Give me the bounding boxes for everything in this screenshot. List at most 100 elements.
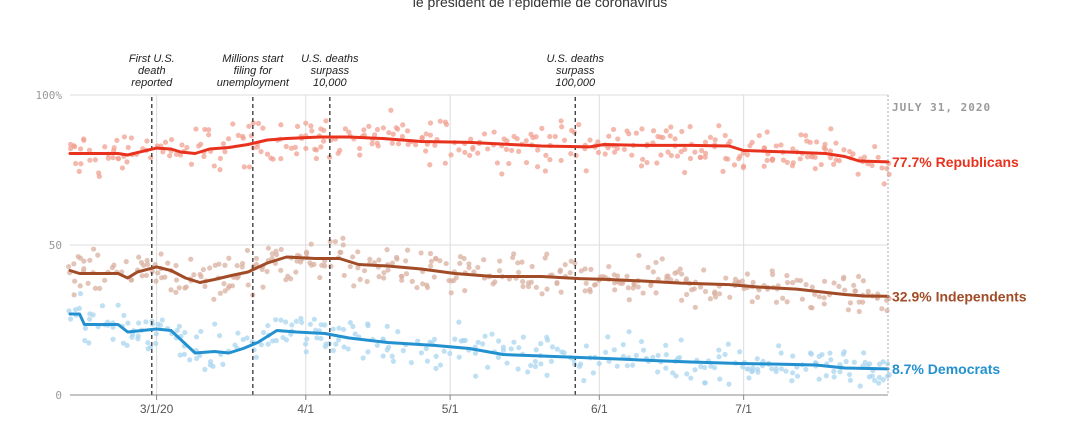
poll-dot — [837, 369, 843, 375]
poll-dot — [270, 156, 276, 162]
poll-dot — [869, 373, 875, 379]
poll-dot — [740, 165, 746, 171]
poll-dot — [162, 274, 168, 280]
poll-dot — [602, 349, 609, 355]
end-labels: 77.7% Republicans 32.9% Independents 8.7% … — [892, 154, 1027, 377]
poll-dot — [639, 126, 645, 132]
y-tick-label: 0 — [55, 389, 62, 402]
poll-dot — [674, 153, 681, 159]
poll-dot — [821, 295, 827, 301]
poll-dot — [158, 251, 164, 257]
poll-dot — [571, 129, 577, 135]
poll-dot — [318, 335, 324, 342]
poll-dot — [437, 362, 444, 368]
poll-dot — [790, 280, 796, 286]
poll-dot — [746, 375, 752, 381]
poll-dot — [620, 341, 626, 348]
poll-dot — [500, 347, 507, 353]
poll-dot — [683, 277, 689, 283]
poll-dot — [71, 292, 77, 298]
poll-dot — [220, 361, 226, 367]
poll-dot — [797, 277, 804, 284]
poll-dot — [386, 130, 392, 136]
poll-dot — [884, 307, 890, 314]
poll-dot — [818, 161, 824, 168]
poll-dot — [419, 135, 425, 141]
poll-dot — [433, 353, 439, 359]
poll-dot — [216, 261, 222, 267]
poll-dot — [355, 265, 361, 271]
poll-dot — [596, 360, 602, 367]
poll-dot — [399, 273, 405, 280]
poll-dot — [264, 151, 271, 157]
poll-dot — [650, 128, 657, 134]
poll-dot — [265, 322, 271, 329]
x-tick-label: 4/1 — [297, 402, 314, 416]
poll-dot — [876, 380, 882, 386]
poll-dot — [441, 348, 447, 354]
poll-dot — [283, 143, 289, 150]
poll-dot — [200, 266, 206, 273]
poll-dot — [682, 169, 688, 176]
poll-dot — [784, 159, 790, 165]
poll-dot — [351, 283, 357, 289]
poll-dot — [125, 320, 131, 326]
poll-dot — [72, 144, 78, 150]
poll-dot — [321, 138, 327, 144]
poll-dot — [136, 320, 142, 326]
poll-dot — [148, 344, 154, 350]
poll-dot — [403, 258, 409, 264]
poll-dot — [633, 352, 639, 359]
poll-dot — [374, 126, 381, 133]
poll-dot — [677, 266, 683, 272]
poll-dot — [764, 129, 770, 135]
event-annotation: 100,000 — [555, 77, 596, 89]
poll-dot — [737, 153, 743, 159]
poll-dot — [520, 283, 526, 290]
poll-dot — [452, 336, 458, 342]
poll-dot — [202, 283, 208, 289]
end-label-independents: 32.9% Independents — [892, 288, 1027, 304]
poll-dot — [549, 344, 556, 350]
poll-dot — [519, 259, 525, 265]
poll-dot — [309, 128, 315, 134]
poll-dot — [684, 371, 690, 377]
poll-dot — [390, 131, 396, 137]
poll-dot — [495, 354, 501, 360]
poll-dot — [702, 364, 708, 371]
poll-dot — [865, 288, 871, 294]
poll-dot — [423, 131, 429, 137]
poll-dot — [846, 371, 853, 378]
poll-dot — [808, 351, 815, 357]
x-tick-label: 3/1/20 — [140, 402, 174, 416]
poll-dot — [364, 278, 370, 285]
poll-dot — [395, 329, 401, 335]
poll-dot — [583, 168, 589, 174]
poll-dot — [561, 137, 568, 143]
poll-dot — [340, 242, 346, 248]
poll-dot — [583, 280, 589, 286]
poll-dot — [457, 260, 463, 266]
poll-dot — [663, 128, 669, 134]
poll-dot — [92, 157, 98, 163]
poll-dot — [872, 377, 878, 383]
poll-dot — [403, 271, 410, 277]
poll-dot — [712, 137, 718, 143]
poll-dot — [692, 367, 698, 373]
poll-dot — [836, 283, 842, 289]
poll-dot — [273, 252, 280, 258]
poll-dot — [184, 144, 190, 151]
poll-dot — [749, 299, 755, 305]
poll-dot — [650, 269, 656, 275]
poll-dot — [831, 280, 837, 286]
poll-dot — [520, 278, 526, 285]
poll-dot — [532, 363, 539, 370]
poll-dot — [241, 164, 247, 170]
poll-dot — [698, 147, 705, 154]
poll-dot — [390, 358, 397, 364]
poll-dot — [749, 368, 755, 374]
poll-dot — [843, 358, 849, 365]
poll-dot — [380, 353, 386, 359]
poll-dot — [539, 125, 545, 131]
poll-dot — [470, 144, 476, 151]
